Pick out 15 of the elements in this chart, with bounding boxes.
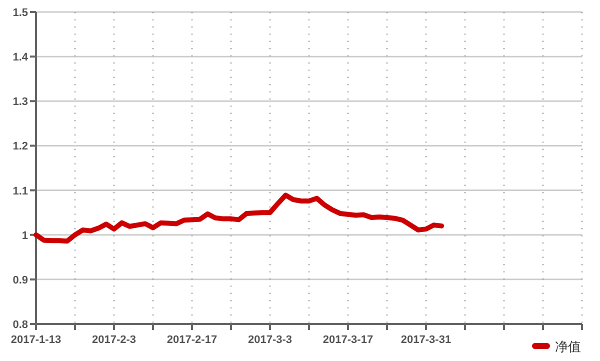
y-tick-label: 1.5 [12, 7, 28, 19]
legend-label: 净值 [555, 340, 581, 355]
x-tick-label: 2017-3-17 [322, 334, 374, 346]
x-tick-label: 2017-2-3 [92, 334, 136, 346]
x-tick-label: 2017-3-31 [400, 334, 452, 346]
y-tick-label: 1.1 [12, 185, 28, 198]
x-tick-label: 2017-1-13 [10, 334, 62, 346]
y-tick-label: 1.2 [12, 140, 28, 153]
y-tick-label: 1 [22, 230, 28, 242]
x-tick-label: 2017-3-3 [248, 334, 292, 346]
y-tick-label: 1.3 [12, 96, 28, 108]
y-tick-label: 0.8 [12, 319, 28, 331]
y-tick-label: 1.4 [12, 52, 29, 64]
x-tick-label: 2017-2-17 [166, 334, 218, 346]
y-tick-label: 0.9 [12, 274, 28, 286]
